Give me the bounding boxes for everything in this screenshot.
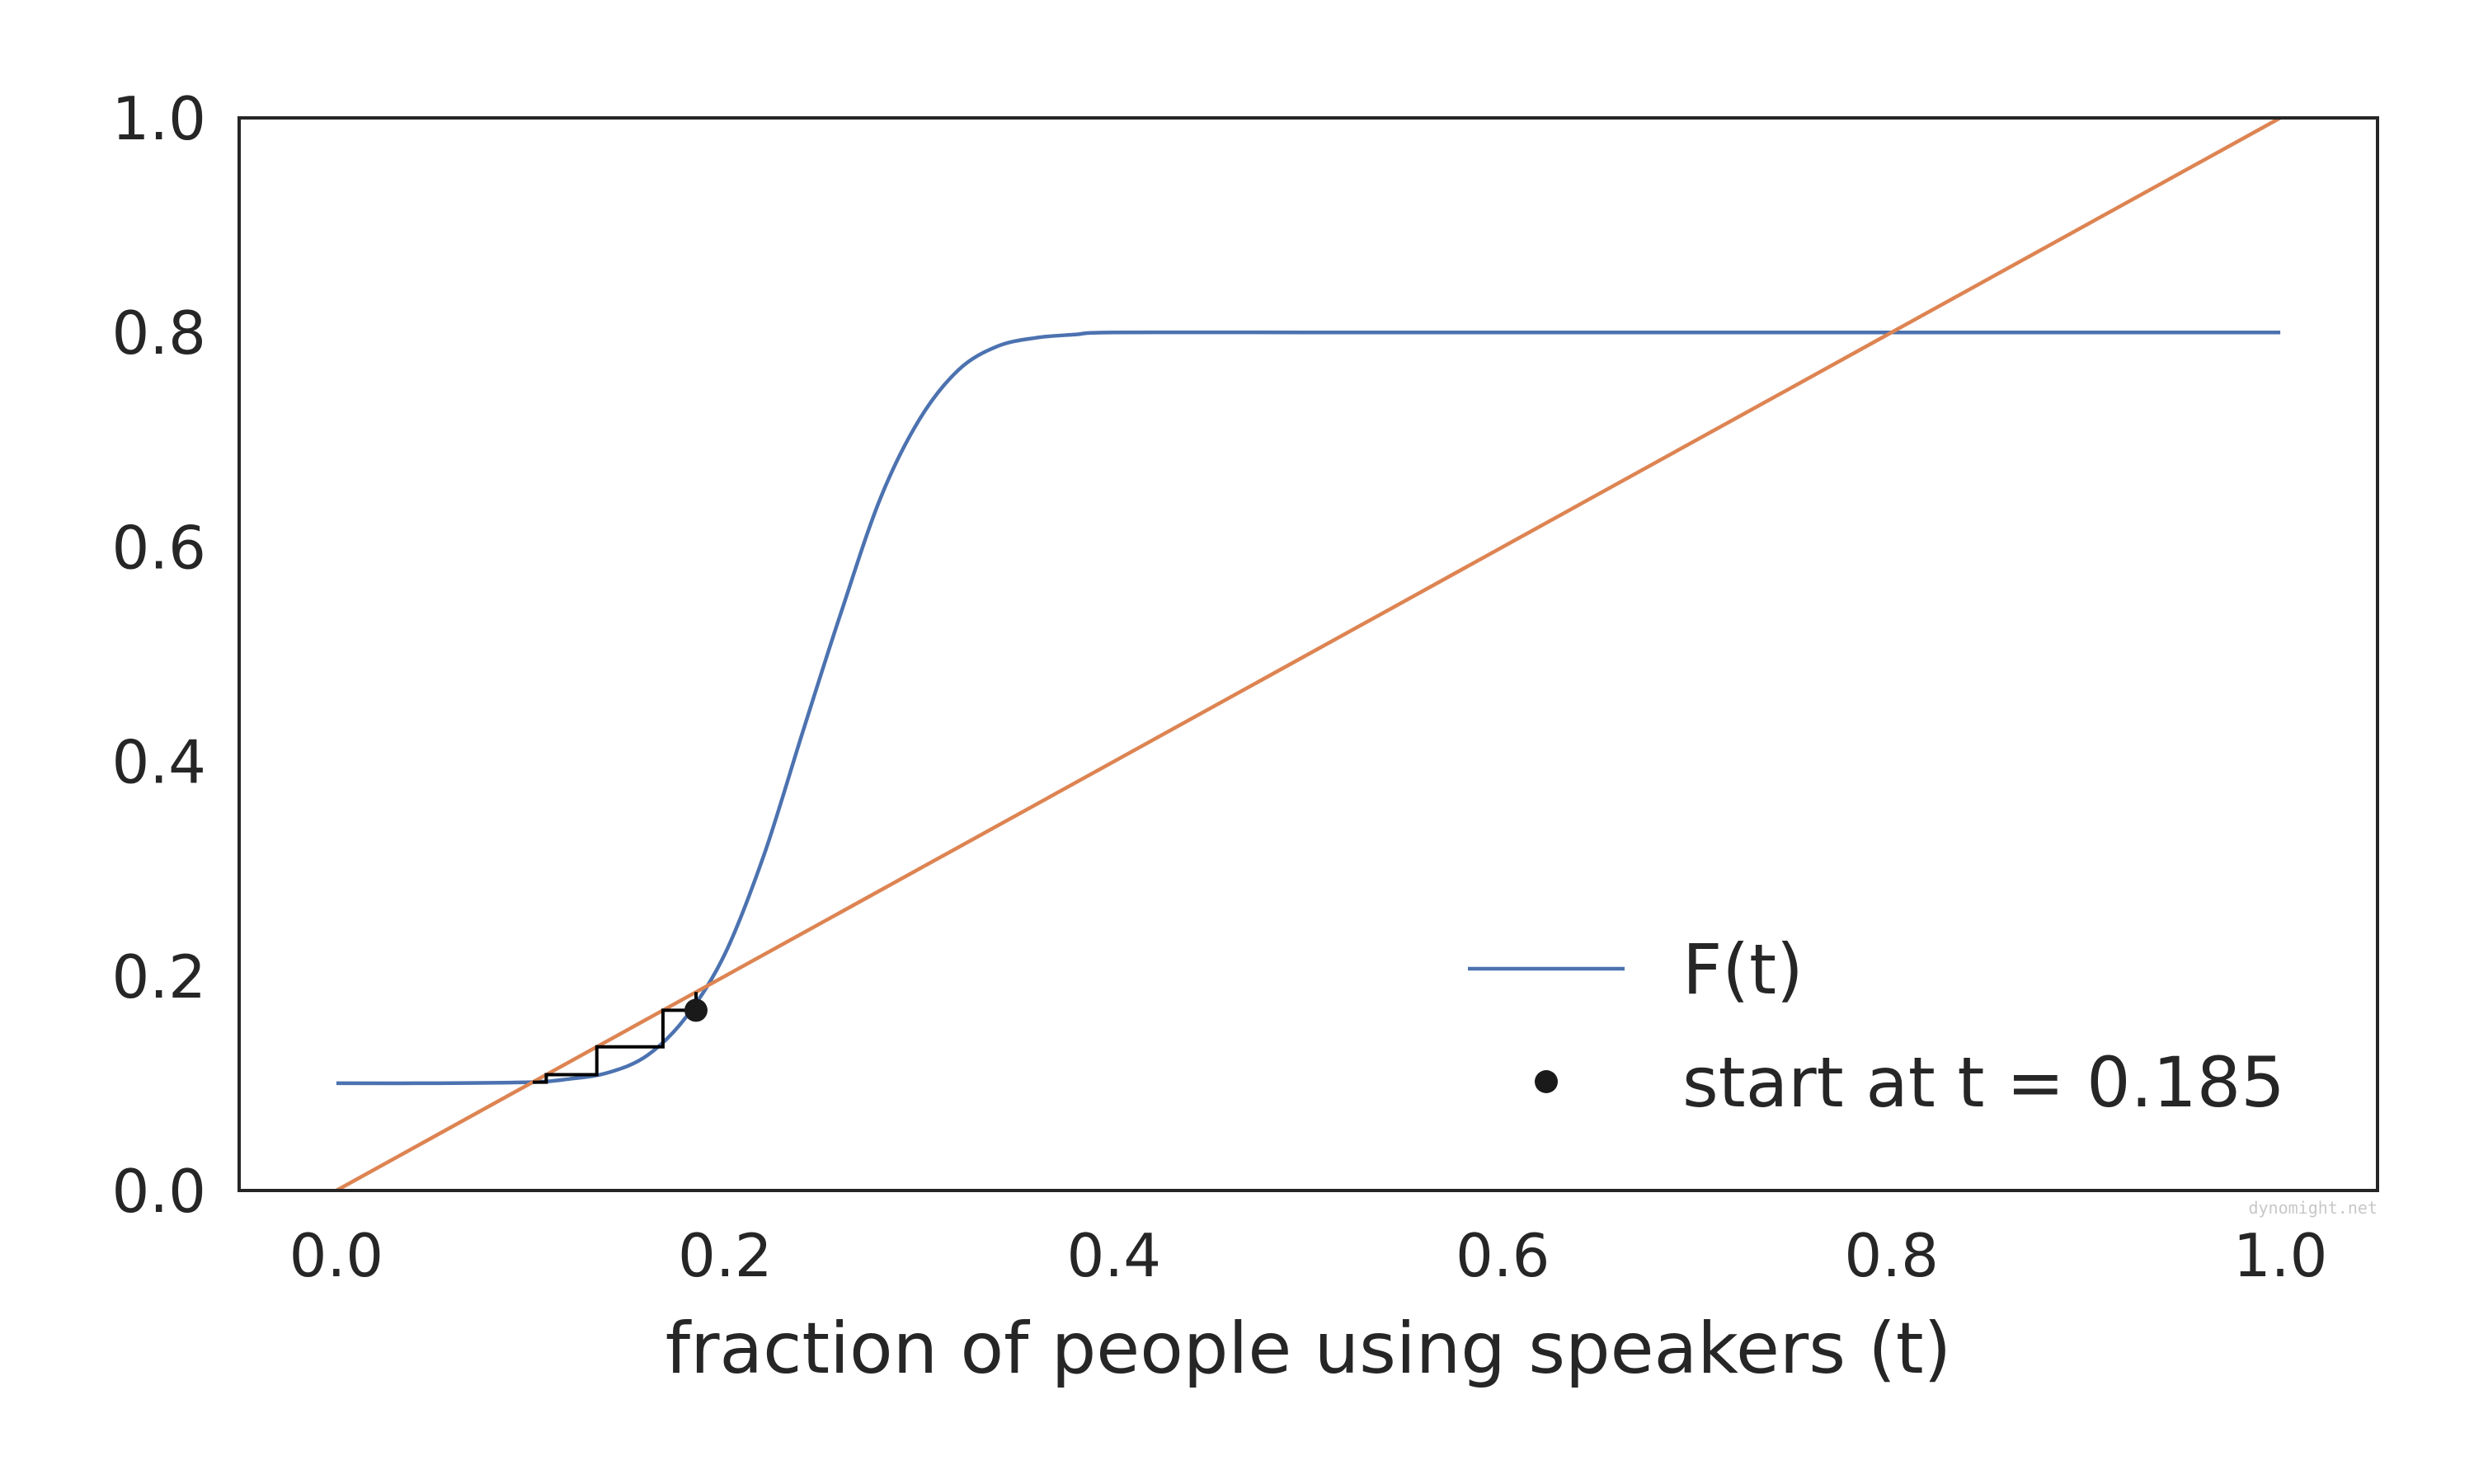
start-point	[684, 998, 708, 1022]
y-tick-label: 0.8	[111, 298, 206, 368]
y-tick-label: 1.0	[111, 84, 206, 153]
markers	[684, 998, 708, 1022]
legend-label-start: start at t = 0.185	[1682, 1042, 2285, 1123]
x-tick-label: 1.0	[2233, 1221, 2328, 1290]
legend-label-f: F(t)	[1682, 929, 1804, 1010]
x-axis-ticks: 0.0 0.2 0.4 0.6 0.8 1.0	[289, 1221, 2328, 1290]
plot-frame	[238, 116, 2379, 1192]
y-tick-label: 0.6	[111, 513, 206, 582]
watermark: dynomight.net	[2248, 1198, 2378, 1218]
x-tick-label: 0.2	[678, 1221, 773, 1290]
x-axis-label: fraction of people using speakers (t)	[666, 1308, 1951, 1390]
x-tick-label: 0.0	[289, 1221, 384, 1290]
legend: F(t) start at t = 0.185	[1468, 929, 2285, 1123]
x-tick-label: 0.6	[1456, 1221, 1550, 1290]
y-tick-label: 0.0	[111, 1157, 206, 1226]
x-tick-label: 0.8	[1844, 1221, 1939, 1290]
series-line-f	[336, 330, 2281, 1086]
plot-area	[335, 116, 2282, 1192]
y-tick-label: 0.4	[111, 728, 206, 797]
series-line-identity	[335, 116, 2282, 1192]
y-tick-label: 0.2	[111, 942, 206, 1012]
series-lines	[335, 116, 2282, 1192]
legend-dot-swatch	[1535, 1070, 1558, 1093]
x-tick-label: 0.4	[1067, 1221, 1162, 1290]
y-axis-ticks: 0.0 0.2 0.4 0.6 0.8 1.0	[111, 84, 206, 1226]
